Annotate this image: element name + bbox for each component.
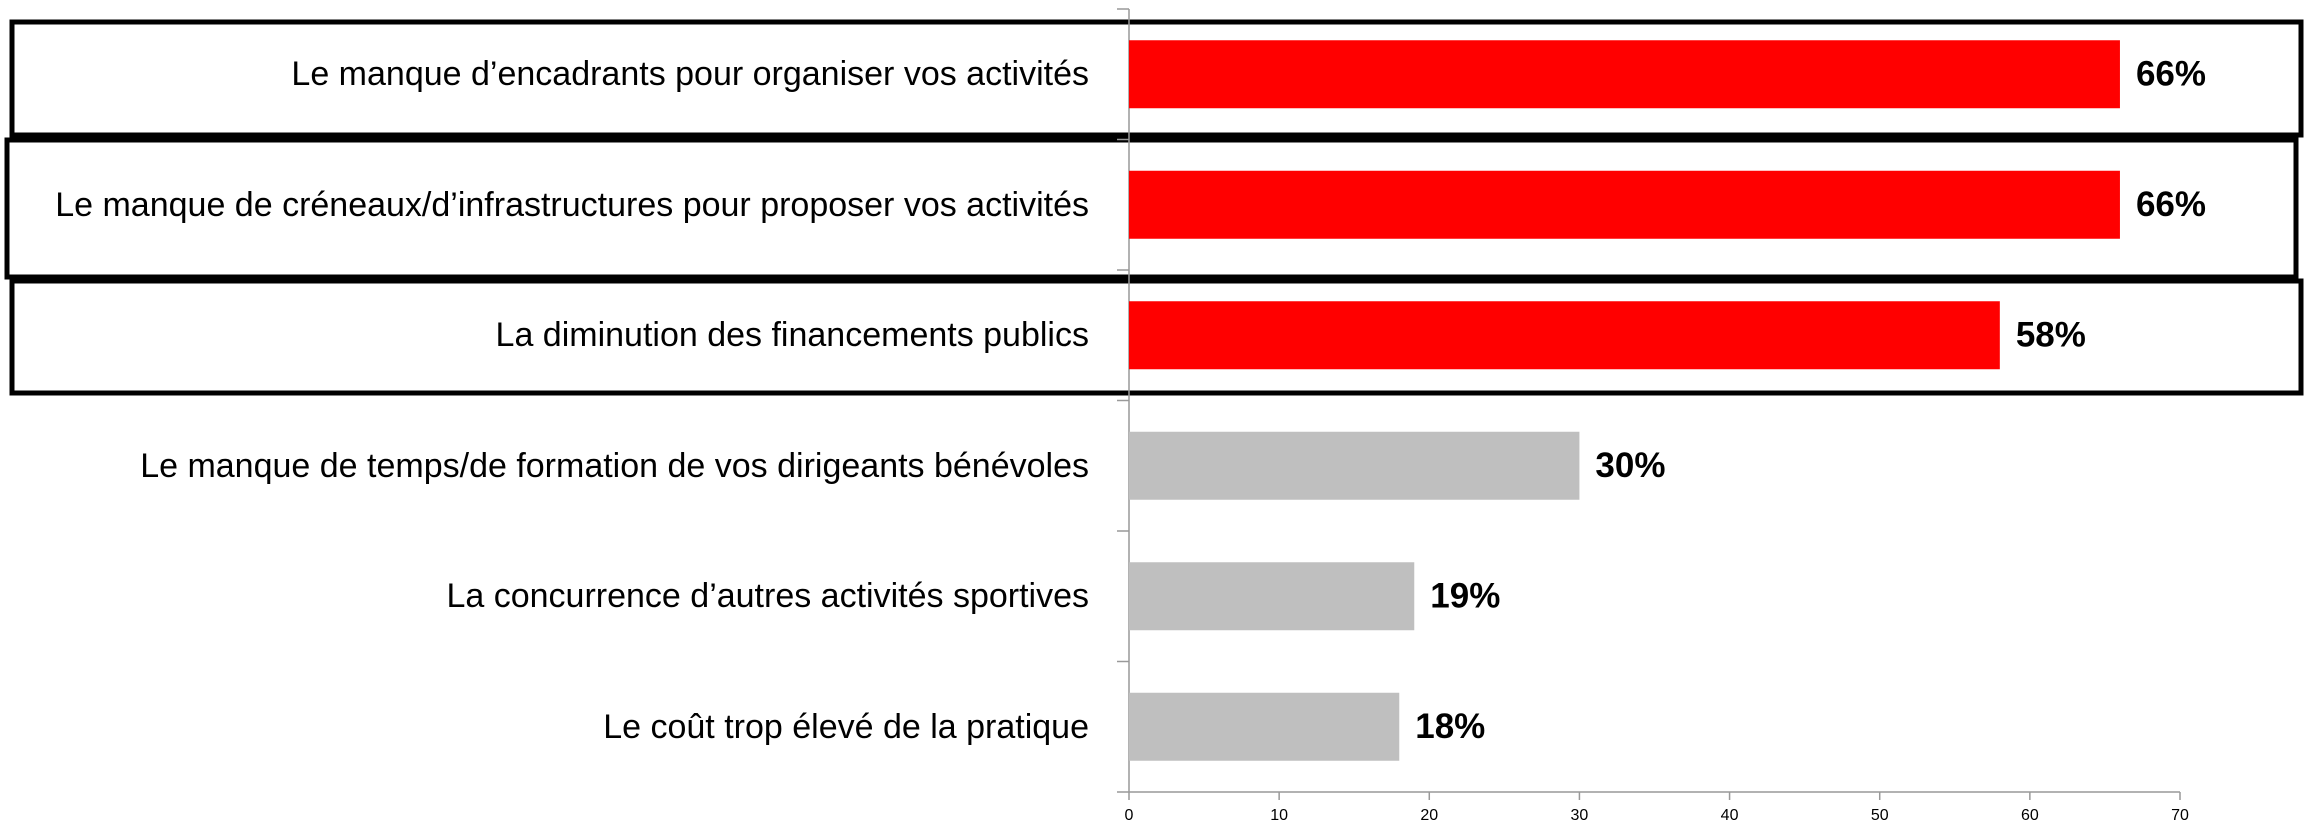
x-tick-label: 10: [1270, 807, 1288, 824]
category-label: La concurrence d’autres activités sporti…: [446, 577, 1089, 616]
value-label: 66%: [2136, 185, 2206, 224]
x-tick-label: 60: [2021, 807, 2039, 824]
category-label-box: Le manque d’encadrants pour organiser vo…: [30, 9, 1089, 140]
bar: [1129, 40, 2120, 109]
value-label: 19%: [1430, 577, 1500, 616]
bar: [1129, 692, 1400, 761]
value-label: 66%: [2136, 55, 2206, 94]
category-label: Le manque de créneaux/d’infrastructures …: [55, 185, 1089, 224]
highlight-box: [9, 278, 2304, 396]
bar: [1129, 170, 2120, 239]
value-label: 18%: [1415, 707, 1485, 746]
category-label: Le manque d’encadrants pour organiser vo…: [291, 55, 1089, 94]
category-label-box: La concurrence d’autres activités sporti…: [30, 531, 1089, 662]
category-label-box: Le manque de créneaux/d’infrastructures …: [30, 140, 1089, 271]
value-label: 58%: [2016, 316, 2086, 355]
x-tick-label: 70: [2171, 807, 2189, 824]
x-tick-label: 30: [1571, 807, 1589, 824]
x-tick-label: 40: [1721, 807, 1739, 824]
highlight-box: [4, 137, 2299, 280]
category-label: La diminution des financements publics: [495, 316, 1089, 355]
category-label: Le coût trop élevé de la pratique: [603, 707, 1089, 746]
x-tick-label: 0: [1125, 807, 1134, 824]
category-label-box: Le manque de temps/de formation de vos d…: [30, 401, 1089, 532]
category-label: Le manque de temps/de formation de vos d…: [140, 446, 1089, 485]
bar: [1129, 301, 2000, 370]
category-label-box: Le coût trop élevé de la pratique: [30, 662, 1089, 793]
value-label: 30%: [1595, 446, 1665, 485]
bar: [1129, 431, 1580, 500]
category-label-box: La diminution des financements publics: [30, 270, 1089, 401]
x-tick-label: 20: [1420, 807, 1438, 824]
bar: [1129, 562, 1415, 631]
highlight-box: [9, 19, 2304, 138]
x-tick-label: 50: [1871, 807, 1889, 824]
